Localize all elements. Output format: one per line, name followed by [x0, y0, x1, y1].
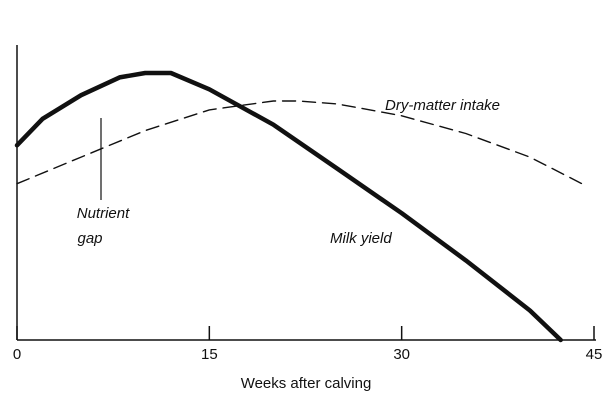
- series-label: Dry-matter intake: [385, 97, 500, 114]
- x-axis-label: Weeks after calving: [241, 375, 372, 392]
- annotation: Nutrient: [77, 205, 130, 222]
- x-tick-label: 0: [13, 346, 21, 363]
- series-line: [14, 70, 563, 343]
- x-tick-label: 15: [201, 346, 218, 363]
- series-label: Milk yield: [330, 230, 392, 247]
- series-line: [16, 100, 589, 188]
- x-tick-label: 30: [393, 346, 410, 363]
- x-tick-label: 45: [586, 346, 603, 363]
- annotation: gap: [77, 230, 102, 247]
